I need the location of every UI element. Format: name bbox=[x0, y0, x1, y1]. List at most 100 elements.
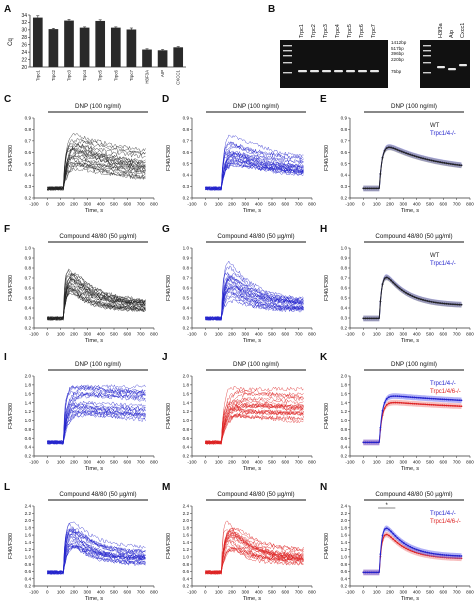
mean-point bbox=[398, 538, 401, 541]
mean-point bbox=[364, 441, 367, 444]
bar bbox=[64, 20, 74, 68]
mean-point bbox=[439, 302, 442, 305]
mean-point bbox=[398, 401, 401, 404]
x-tick-label: -100 bbox=[187, 202, 197, 207]
y-tick-label: 0.6 bbox=[25, 150, 32, 155]
mean-point bbox=[420, 397, 422, 399]
ladder-size: 1412bp bbox=[391, 40, 407, 45]
mean-point bbox=[400, 540, 403, 543]
x-tick-label: 400 bbox=[413, 332, 421, 337]
y-tick-label: 0.6 bbox=[183, 286, 190, 291]
mean-point bbox=[409, 294, 412, 297]
mean-point bbox=[373, 187, 375, 190]
trace-line bbox=[47, 287, 146, 321]
trace-line bbox=[205, 286, 304, 321]
x-tick-label: 0 bbox=[204, 460, 207, 465]
panel-d: D DNP (100 ng/ml) 0.2 0.3 0.4 0.5 0.6 0.7 0.8 0.9… bbox=[162, 94, 316, 214]
trace-line bbox=[205, 527, 304, 575]
y-tick-label: 2.0 bbox=[341, 374, 348, 379]
mean-point bbox=[375, 571, 378, 574]
trace-line bbox=[47, 155, 146, 191]
y-tick-label: 0.8 bbox=[25, 266, 32, 271]
mean-point bbox=[409, 545, 412, 548]
mean-point bbox=[424, 299, 427, 302]
bar bbox=[48, 29, 59, 67]
y-tick-label: 0.9 bbox=[25, 116, 32, 121]
mean-point bbox=[430, 552, 433, 555]
mean-point bbox=[385, 527, 388, 530]
mean-point bbox=[420, 298, 422, 301]
mean-point bbox=[460, 405, 463, 408]
panel-b: B Trpc1 Trpc2 Trpc3 Trpc4 Trpc5 Trpc6 Trpc7 1412… bbox=[268, 4, 470, 88]
y-tick-label: 0.8 bbox=[25, 562, 32, 567]
category-label: Trpc4 bbox=[82, 69, 87, 81]
panel-letter: L bbox=[4, 482, 10, 493]
y-tick-label: 34 bbox=[21, 13, 27, 19]
mean-point bbox=[388, 528, 390, 531]
category-label: H3F3A bbox=[145, 70, 150, 84]
y-tick-label: 1.8 bbox=[25, 382, 32, 387]
y-tick-label: 1.0 bbox=[183, 246, 190, 251]
mean-point bbox=[437, 301, 439, 304]
x-axis-label: Time, s bbox=[401, 208, 419, 214]
mean-point bbox=[434, 398, 437, 400]
x-tick-label: 200 bbox=[386, 202, 394, 207]
x-tick-label: 700 bbox=[453, 202, 461, 207]
x-tick-label: 500 bbox=[110, 202, 118, 207]
panel-letter: C bbox=[4, 94, 11, 105]
x-tick-label: 600 bbox=[123, 590, 131, 595]
y-tick-label: 2.4 bbox=[25, 504, 32, 509]
mean-point bbox=[460, 555, 463, 557]
mean-point bbox=[411, 396, 414, 399]
y-tick-label: 32 bbox=[21, 20, 27, 26]
ladder-size: 220bp bbox=[391, 57, 404, 62]
mean-point bbox=[452, 399, 454, 401]
lane-label: Cxcc1 bbox=[460, 23, 466, 38]
trace-line bbox=[47, 412, 146, 445]
category-label: Trpc7 bbox=[129, 69, 134, 81]
mean-point bbox=[377, 571, 380, 574]
y-tick-label: 0.9 bbox=[183, 116, 190, 121]
y-tick-label: 0.3 bbox=[183, 184, 190, 189]
panel-letter: M bbox=[162, 482, 170, 493]
mean-point bbox=[383, 528, 386, 531]
trace-line bbox=[205, 404, 304, 445]
stimulus-label: DNP (100 ng/ml) bbox=[233, 361, 279, 368]
mean-point bbox=[437, 404, 439, 407]
mean-point bbox=[441, 553, 444, 556]
y-tick-label: 1.2 bbox=[25, 409, 32, 414]
gel-band bbox=[448, 68, 456, 71]
x-tick-label: 600 bbox=[439, 332, 447, 337]
mean-point bbox=[415, 402, 418, 405]
mean-point bbox=[426, 397, 429, 400]
y-tick-label: 0.3 bbox=[341, 316, 348, 321]
y-tick-label: 0.2 bbox=[183, 454, 190, 459]
mean-point bbox=[439, 553, 442, 556]
x-tick-label: 400 bbox=[97, 590, 105, 595]
mean-point bbox=[449, 398, 452, 401]
mean-point bbox=[443, 398, 446, 401]
bar bbox=[142, 49, 152, 67]
mean-point bbox=[430, 397, 433, 400]
x-tick-label: 600 bbox=[123, 202, 131, 207]
y-tick-label: 2.0 bbox=[25, 374, 32, 379]
x-tick-label: 100 bbox=[373, 590, 381, 595]
x-tick-label: 600 bbox=[439, 460, 447, 465]
x-tick-label: 600 bbox=[281, 460, 289, 465]
y-tick-label: 1.0 bbox=[341, 246, 348, 251]
mean-point bbox=[437, 160, 439, 163]
y-tick-label: 0.9 bbox=[341, 116, 348, 121]
trace-line bbox=[205, 144, 304, 191]
mean-point bbox=[368, 187, 371, 190]
mean-point bbox=[413, 296, 416, 298]
x-tick-label: 800 bbox=[150, 590, 158, 595]
mean-point bbox=[437, 553, 439, 556]
mean-point bbox=[415, 297, 418, 299]
mean-point bbox=[400, 401, 403, 404]
trace-line bbox=[205, 286, 304, 322]
mean-point bbox=[409, 396, 412, 399]
mean-point bbox=[434, 160, 437, 163]
y-tick-label: 0.9 bbox=[25, 256, 32, 261]
y-tick-label: 0.5 bbox=[25, 161, 32, 166]
x-tick-label: 0 bbox=[46, 332, 49, 337]
